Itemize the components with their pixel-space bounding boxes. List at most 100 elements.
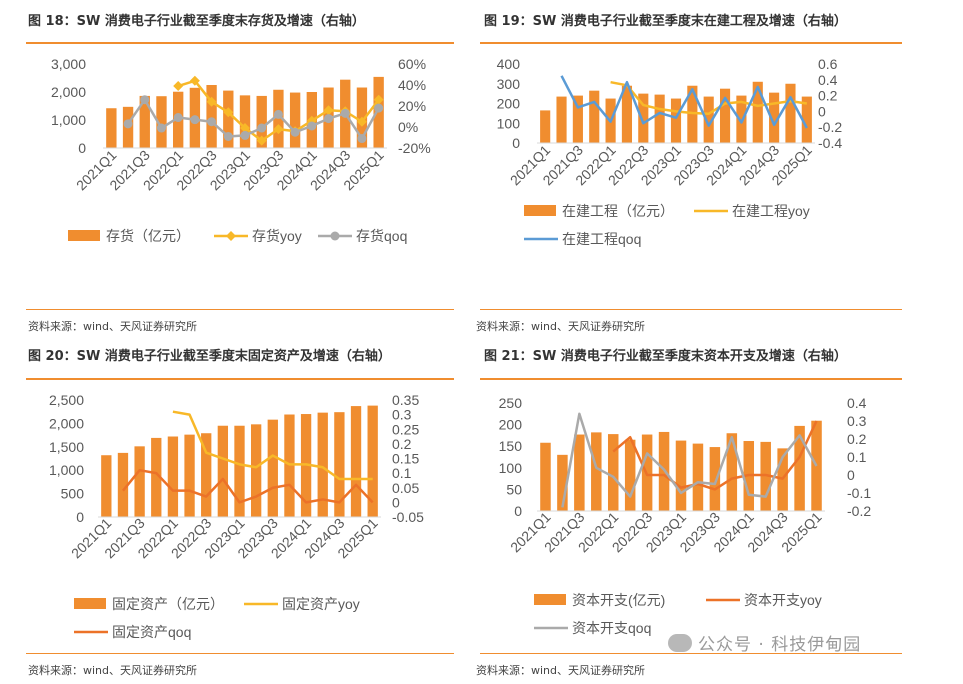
bar <box>752 81 763 143</box>
y-left-tick-label: 250 <box>499 395 523 411</box>
y-right-tick-label: 0% <box>398 119 418 135</box>
chart-title: 图 21：SW 消费电子行业截至季度末资本开支及增速（右轴） <box>484 349 847 364</box>
series-marker <box>173 113 183 123</box>
series-line <box>610 80 808 116</box>
bar <box>703 96 714 143</box>
legend-swatch <box>68 230 100 241</box>
bar <box>654 94 665 143</box>
series-marker <box>206 96 217 107</box>
y-left-tick-label: 2,000 <box>49 415 84 431</box>
source-note: 资料来源：wind、天风证券研究所 <box>476 664 646 677</box>
legend-swatch <box>534 594 566 605</box>
bar <box>794 425 805 511</box>
y-right-tick-label: 0.15 <box>392 451 419 467</box>
footer-rule <box>480 309 902 310</box>
series-marker <box>223 131 233 141</box>
footer-rule <box>26 653 454 654</box>
title-rule <box>480 42 902 44</box>
y-right-tick-label: 0.35 <box>392 392 419 408</box>
legend-label: 存货qoq <box>356 228 407 244</box>
bar <box>106 108 117 148</box>
legend-label: 存货yoy <box>252 228 302 244</box>
bar <box>692 443 704 511</box>
legend-marker <box>330 231 340 241</box>
title-rule <box>26 378 454 380</box>
legend-swatch <box>524 205 556 216</box>
y-right-tick-label: -20% <box>398 140 431 156</box>
y-right-tick-label: 0 <box>818 103 826 119</box>
y-right-tick-label: 0.1 <box>392 465 412 481</box>
chart-panel-inventory: 图 18：SW 消费电子行业截至季度末存货及增速（右轴） 3,000 2,000 1… <box>0 0 480 340</box>
bar <box>267 419 278 517</box>
bar <box>101 455 112 517</box>
series-marker <box>189 75 200 86</box>
series-marker <box>373 94 384 105</box>
legend-label: 在建工程（亿元） <box>562 203 674 219</box>
title-rule <box>480 378 902 380</box>
series-marker <box>190 115 200 125</box>
bar <box>591 432 602 511</box>
bar <box>139 95 150 148</box>
y-left-tick-label: 200 <box>499 417 523 433</box>
y-left-tick-label: 500 <box>61 486 85 502</box>
y-right-tick-label: -0.4 <box>818 135 842 151</box>
series-marker <box>223 107 234 118</box>
series-line <box>172 410 373 481</box>
y-right-tick-label: 20% <box>398 98 426 114</box>
series-marker <box>340 108 350 118</box>
bar <box>589 90 600 143</box>
title-rule <box>26 42 454 44</box>
y-left-tick-label: 150 <box>499 438 523 454</box>
y-left-tick-label: 1,000 <box>51 112 86 128</box>
legend-label: 存货（亿元） <box>106 228 190 244</box>
y-right-tick-label: 0.2 <box>392 436 412 452</box>
bar <box>624 439 636 511</box>
series-marker <box>290 127 300 137</box>
series-marker <box>374 103 384 113</box>
bar <box>607 434 619 511</box>
legend-label: 在建工程qoq <box>562 231 641 247</box>
series-marker <box>273 124 284 135</box>
bar <box>687 85 698 143</box>
bar <box>572 95 583 143</box>
bar <box>256 95 267 148</box>
bar <box>167 436 179 517</box>
y-right-tick-label: 0.2 <box>847 431 867 447</box>
series-marker <box>123 119 133 129</box>
series-marker <box>240 130 250 140</box>
bar <box>670 98 682 143</box>
legend-label: 固定资产qoq <box>112 624 191 640</box>
bar <box>367 405 378 517</box>
bar <box>239 95 251 148</box>
series-marker <box>323 105 334 116</box>
legend-label: 资本开支qoq <box>572 620 651 636</box>
bar <box>785 83 796 143</box>
bar <box>540 442 551 511</box>
footer-rule <box>26 309 454 310</box>
series-line <box>560 75 808 129</box>
source-note: 资料来源：wind、天风证券研究所 <box>28 320 198 333</box>
bar <box>156 96 167 148</box>
y-right-tick-label: 0.25 <box>392 421 419 437</box>
y-right-tick-label: 0.1 <box>847 449 867 465</box>
bar <box>250 424 262 517</box>
y-left-tick-label: 100 <box>497 115 521 131</box>
y-left-tick-label: 0 <box>78 140 86 156</box>
legend-swatch <box>74 598 106 609</box>
y-right-tick-label: 0.05 <box>392 480 419 496</box>
source-note: 资料来源：wind、天风证券研究所 <box>476 320 646 333</box>
series-line <box>122 468 374 504</box>
y-left-tick-label: 400 <box>497 56 521 72</box>
series-marker <box>140 95 150 105</box>
bar <box>736 95 747 143</box>
series-marker <box>324 114 334 124</box>
y-right-tick-label: -0.05 <box>392 509 424 525</box>
bar <box>638 93 649 143</box>
legend-label: 在建工程yoy <box>732 203 810 219</box>
y-right-tick-label: 0.6 <box>818 56 838 72</box>
series-marker <box>356 116 367 127</box>
y-right-tick-label: -0.2 <box>818 119 842 135</box>
bar <box>726 433 738 511</box>
footer-rule <box>480 653 902 654</box>
bar <box>557 454 568 511</box>
